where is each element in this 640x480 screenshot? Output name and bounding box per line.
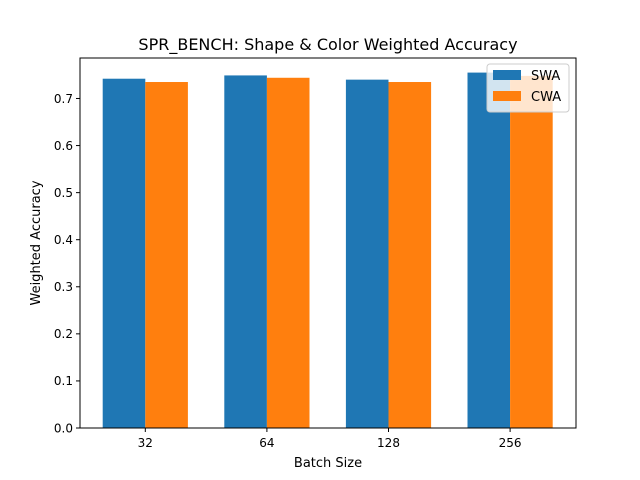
x-tick-label: 256 [499,436,522,450]
legend: SWA CWA [486,63,570,113]
bar-cwa-256 [510,75,553,428]
y-axis-label: Weighted Accuracy [29,180,44,305]
legend-label-cwa: CWA [531,90,561,105]
y-tick-label: 0.3 [54,280,73,294]
y-tick-label: 0.2 [54,327,73,341]
y-tick-label: 0.5 [54,186,73,200]
bar-swa-32 [102,78,146,429]
y-tick-label: 0.6 [54,139,73,153]
legend-label-swa: SWA [531,69,560,84]
x-axis-label: Batch Size [294,456,362,471]
y-axis: 0.0 0.1 0.2 0.3 0.4 0.5 0.6 0.7 [54,92,80,435]
legend-swatch-cwa [493,91,521,101]
x-tick-label: 128 [377,436,400,450]
y-tick-label: 0.4 [54,233,73,247]
x-tick-label: 64 [259,436,274,450]
bar-swa-256 [467,72,511,428]
bar-swa-128 [345,79,389,429]
bar-cwa-64 [266,77,310,429]
chart-title: SPR_BENCH: Shape & Color Weighted Accura… [138,35,517,55]
y-tick-label: 0.0 [54,421,73,435]
y-tick-label: 0.7 [54,92,73,106]
bar-cwa-32 [145,82,188,428]
x-axis: 32 64 128 256 [138,428,522,450]
bar-cwa-128 [388,82,432,428]
bars-layer [102,72,553,429]
y-tick-label: 0.1 [54,374,73,388]
x-tick-label: 32 [138,436,153,450]
bar-swa-64 [224,75,267,429]
plot-area-frame [79,57,577,429]
legend-swatch-swa [493,70,521,80]
